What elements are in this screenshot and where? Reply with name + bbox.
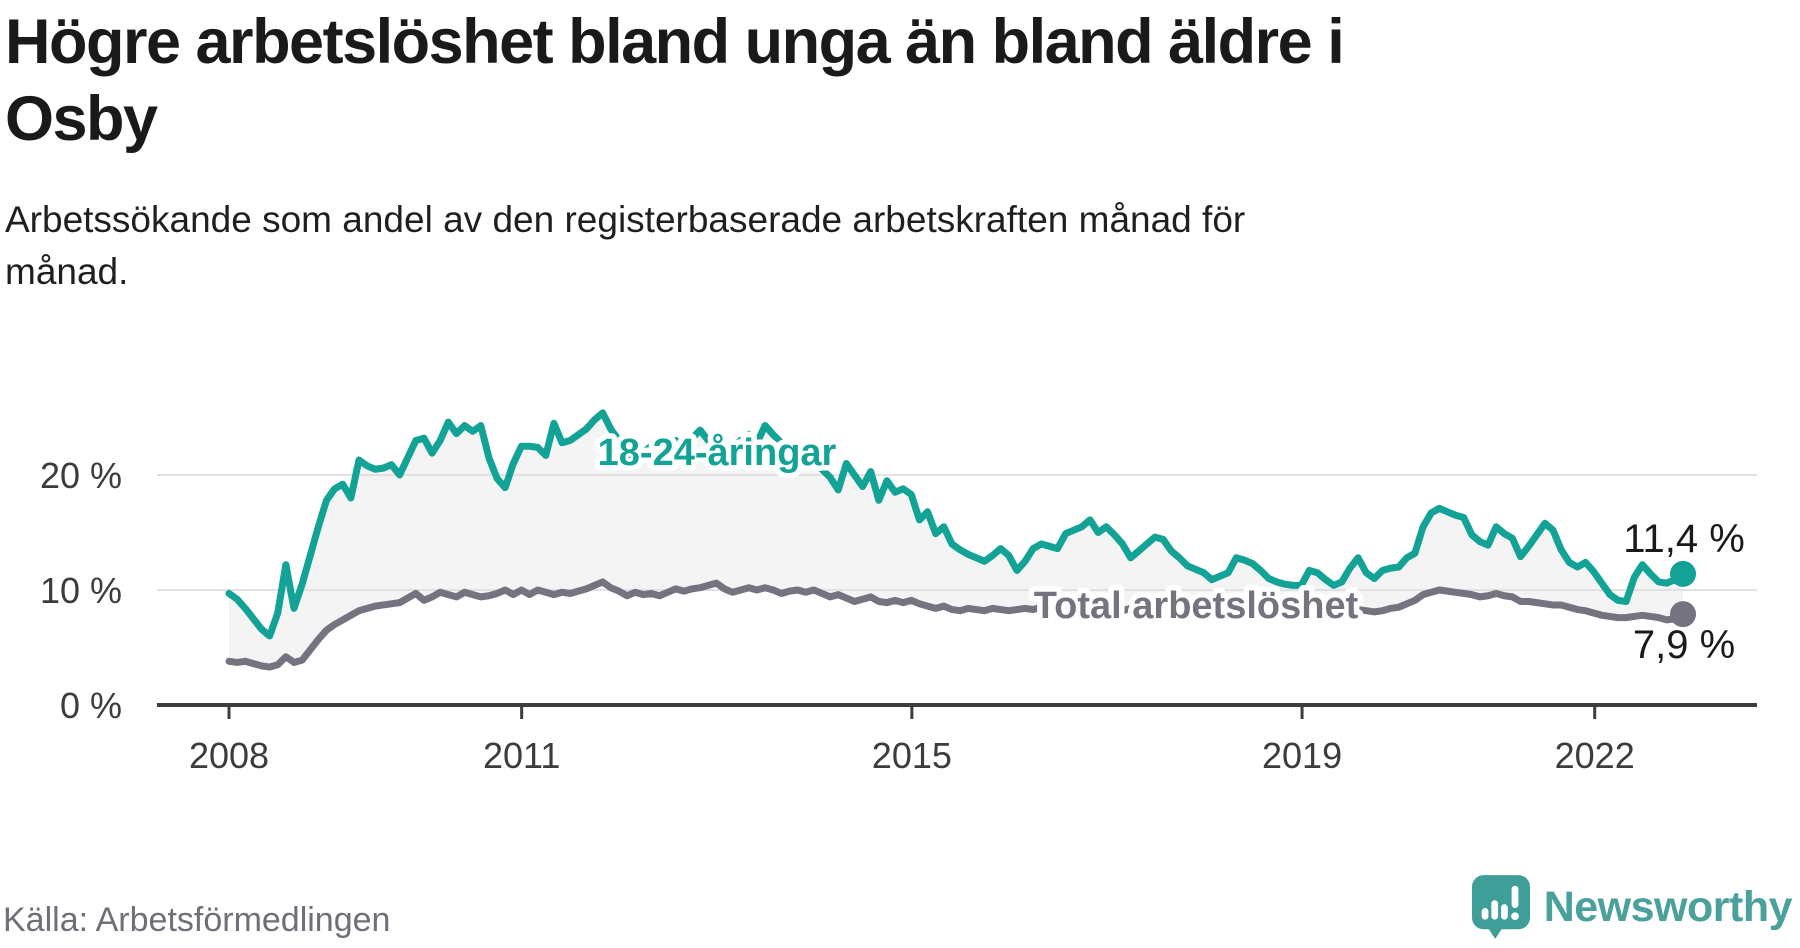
series-end-dot: [1670, 601, 1696, 628]
series-end-dot: [1670, 560, 1696, 587]
x-axis-tick-label: 2022: [1555, 735, 1635, 776]
series-end-value-label: 7,9 %: [1633, 623, 1735, 667]
series-end-value-label: 11,4 %: [1623, 517, 1745, 561]
newsworthy-logo-icon: [1471, 875, 1530, 939]
page-title: Högre arbetslöshet bland unga än bland ä…: [0, 0, 1800, 158]
y-axis-tick-label: 20 %: [40, 455, 122, 496]
newsworthy-logo-text: Newsworthy: [1543, 882, 1793, 931]
series-line-young: [225, 409, 1687, 640]
page-title-line: Osby: [5, 84, 158, 154]
page-title-line: Högre arbetslöshet bland unga än bland ä…: [5, 7, 1345, 77]
x-axis-tick-label: 2019: [1262, 735, 1342, 776]
y-axis-tick-label: 10 %: [40, 570, 122, 611]
chart-footer: Källa: Arbetsförmedlingen Newsworthy: [0, 875, 1800, 948]
page-subtitle-line: Arbetssökande som andel av den registerb…: [5, 199, 1246, 240]
page-subtitle: Arbetssökande som andel av den registerb…: [0, 158, 1800, 298]
page-subtitle-line: månad.: [5, 251, 129, 292]
series-area-fill: [229, 412, 1683, 668]
series-label: Total arbetslöshet: [1034, 585, 1359, 627]
y-axis-tick-label: 0 %: [60, 685, 122, 726]
x-axis-tick-label: 2011: [483, 735, 560, 776]
source-note: Källa: Arbetsförmedlingen: [3, 901, 391, 939]
series-line-total: [225, 578, 1687, 671]
series-label: 18-24-åringar: [598, 432, 837, 474]
x-axis-tick-label: 2008: [189, 735, 269, 776]
chart-header: Högre arbetslöshet bland unga än bland ä…: [0, 0, 1800, 298]
x-axis-tick-label: 2015: [872, 735, 952, 776]
newsworthy-logo: Newsworthy: [1471, 874, 1793, 940]
